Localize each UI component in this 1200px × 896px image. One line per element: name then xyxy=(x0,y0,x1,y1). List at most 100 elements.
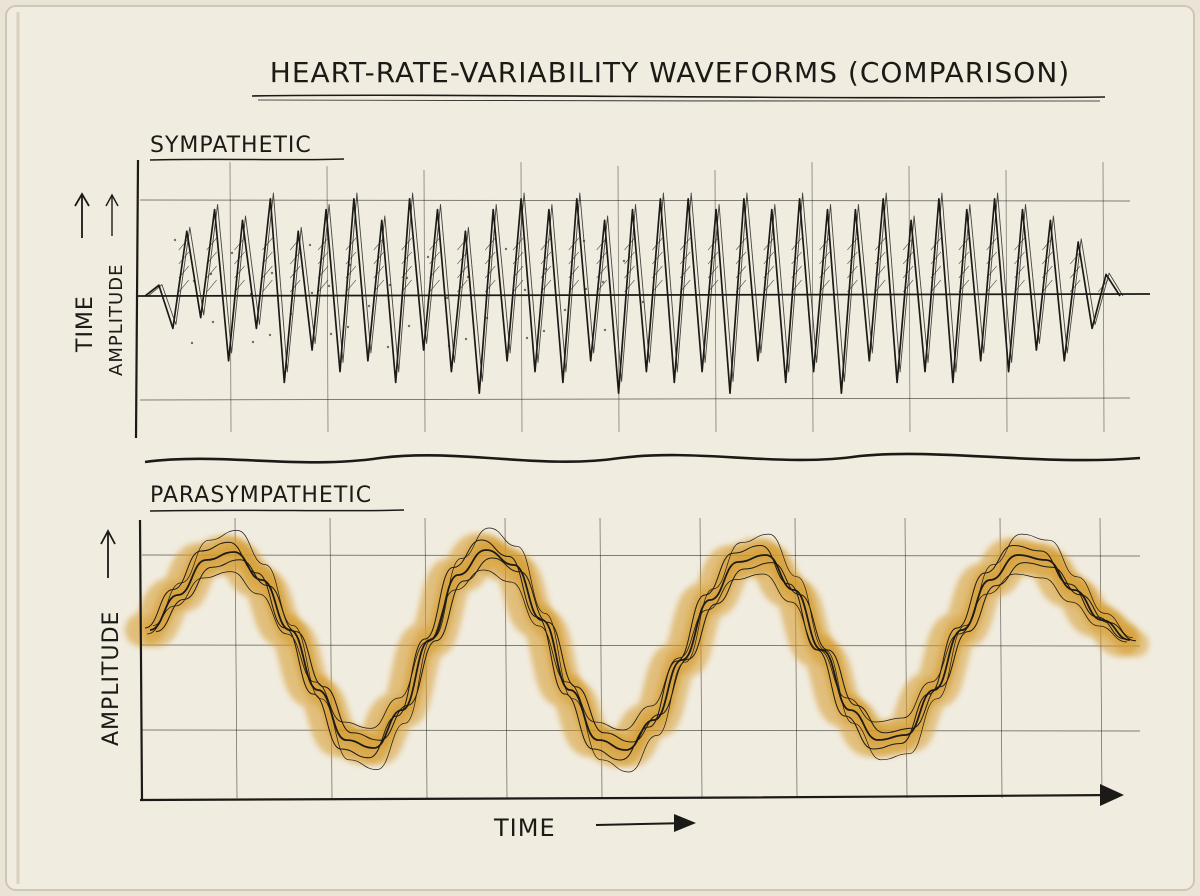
sympathetic-hatch-stroke xyxy=(540,251,552,265)
parasympathetic-waveform-line xyxy=(152,527,1134,773)
sympathetic-ink-dot xyxy=(426,255,430,259)
parasympathetic-x-axis xyxy=(139,793,1119,802)
sympathetic-up-arrow-outer xyxy=(74,192,90,238)
sympathetic-hatch-stroke xyxy=(652,279,663,293)
sympathetic-hatch-stroke xyxy=(484,265,496,279)
sympathetic-hatch-stroke xyxy=(345,279,357,293)
sympathetic-ink-dot xyxy=(601,280,605,284)
sympathetic-ink-dot xyxy=(190,341,194,345)
sympathetic-hatch-stroke xyxy=(262,279,273,293)
sympathetic-ink-dot xyxy=(230,251,234,255)
parasympathetic-gridline-h xyxy=(141,554,1141,557)
sympathetic-gridline-v xyxy=(326,165,329,433)
sympathetic-gridline-v xyxy=(908,165,911,433)
sympathetic-hatch-stroke xyxy=(930,251,942,265)
sympathetic-ink-dot xyxy=(464,337,468,341)
sympathetic-ink-dot xyxy=(525,336,529,340)
figure-title: HEART-RATE-VARIABILITY WAVEFORMS (COMPAR… xyxy=(270,56,1070,89)
sympathetic-hatch-stroke xyxy=(763,251,775,265)
sympathetic-ink-dot xyxy=(563,308,567,312)
sympathetic-hatch-stroke xyxy=(206,279,217,293)
sympathetic-hatch-stroke xyxy=(624,265,635,279)
parasympathetic-waveform-line xyxy=(155,557,1137,743)
sympathetic-hatch-stroke xyxy=(874,279,886,293)
parasympathetic-label-underline xyxy=(149,509,405,512)
parasympathetic-up-arrow xyxy=(100,529,116,578)
sympathetic-label-underline xyxy=(149,158,345,161)
sympathetic-ink-dot xyxy=(327,284,331,288)
sympathetic-y-axis xyxy=(134,159,140,439)
sympathetic-ink-dot xyxy=(251,340,255,344)
sympathetic-hatch-stroke xyxy=(791,251,802,265)
title-underline xyxy=(251,94,1106,99)
sympathetic-ink-dot xyxy=(270,271,274,275)
parasympathetic-panel: PARASYMPATHETIC AMPLITUDE TIME xyxy=(99,483,1149,842)
sympathetic-hatch-stroke xyxy=(1042,279,1053,293)
sympathetic-baseline xyxy=(137,293,1151,297)
sympathetic-panel-label: SYMPATHETIC xyxy=(150,133,312,158)
sympathetic-hatch-stroke xyxy=(735,251,747,265)
parasympathetic-y-axis xyxy=(138,519,144,801)
parasympathetic-waveform-line xyxy=(146,569,1128,731)
sympathetic-hatch-stroke xyxy=(1014,251,1025,265)
sympathetic-ink-dot xyxy=(523,288,527,292)
sympathetic-hatch-stroke xyxy=(345,251,357,265)
sympathetic-ink-dot xyxy=(386,345,390,349)
sympathetic-hatch-stroke xyxy=(317,251,329,265)
sympathetic-ink-dot xyxy=(268,333,272,337)
sympathetic-hatch-stroke xyxy=(930,279,942,293)
sympathetic-hatch-stroke xyxy=(262,265,273,279)
sympathetic-hatch-stroke xyxy=(262,237,273,251)
sympathetic-gridline-h xyxy=(139,397,1131,401)
sympathetic-hatch-stroke xyxy=(568,251,580,265)
sympathetic-hatch-stroke xyxy=(429,251,440,265)
sympathetic-ink-dot xyxy=(308,243,312,247)
sympathetic-hatch-stroke xyxy=(512,279,524,293)
sympathetic-hatch-stroke xyxy=(902,265,914,279)
sympathetic-hatch-stroke xyxy=(178,237,190,251)
sympathetic-waveform-trace xyxy=(147,192,1124,382)
parasympathetic-gridline-v xyxy=(794,517,798,799)
sympathetic-hatch-stroke xyxy=(902,237,914,251)
sympathetic-ink-dot xyxy=(504,247,508,251)
sympathetic-gridlines xyxy=(139,161,1131,433)
parasympathetic-time-label: TIME xyxy=(493,814,556,842)
sympathetic-ink-dot xyxy=(622,259,626,263)
sympathetic-up-arrow-inner xyxy=(105,193,119,236)
sympathetic-ink-dot xyxy=(603,328,607,332)
sympathetic-gridline-v xyxy=(811,161,814,433)
sympathetic-hatch-stroke xyxy=(958,251,970,265)
sympathetic-amplitude-label: AMPLITUDE xyxy=(106,264,127,376)
sympathetic-hatch-stroke xyxy=(1042,251,1053,265)
sympathetic-hatch-stroke xyxy=(512,237,524,251)
sympathetic-hatch-stroke xyxy=(457,265,468,279)
sympathetic-ink-dot xyxy=(542,329,546,333)
sympathetic-ink-dot xyxy=(329,332,333,336)
sympathetic-ink-dot xyxy=(211,320,215,324)
sympathetic-ink-dot xyxy=(445,296,449,300)
sympathetic-ink-dot xyxy=(407,324,411,328)
sympathetic-hatch-stroke xyxy=(429,279,440,293)
parasympathetic-wash-stroke xyxy=(141,534,1139,754)
sympathetic-hatch-stroke xyxy=(1069,251,1081,265)
time-right-arrow xyxy=(595,814,696,832)
sympathetic-hatch-stroke xyxy=(874,237,886,251)
sympathetic-hatch-stroke xyxy=(986,237,997,251)
sympathetic-time-label: TIME xyxy=(73,295,98,353)
parasympathetic-waveform-line xyxy=(144,539,1126,761)
sympathetic-hatch-stroke xyxy=(986,279,997,293)
sympathetic-gridline-v xyxy=(423,169,426,433)
sympathetic-ink-dot xyxy=(367,304,371,308)
parasympathetic-waveform-lines xyxy=(144,527,1137,773)
sympathetic-hatch-stroke xyxy=(317,279,329,293)
sympathetic-panel: SYMPATHETIC TIME AMPLITUDE xyxy=(73,133,1151,439)
parasympathetic-x-axis-arrowhead xyxy=(1100,784,1124,806)
sympathetic-gridline-h xyxy=(139,199,1131,202)
sympathetic-ink-dot xyxy=(346,325,350,329)
sympathetic-hatch-stroke xyxy=(652,251,663,265)
sympathetic-ink-dot xyxy=(173,238,177,242)
sympathetic-hatch-stroke xyxy=(206,237,217,251)
sympathetic-ink-dot xyxy=(209,272,213,276)
sympathetic-gridline-v xyxy=(229,161,232,433)
